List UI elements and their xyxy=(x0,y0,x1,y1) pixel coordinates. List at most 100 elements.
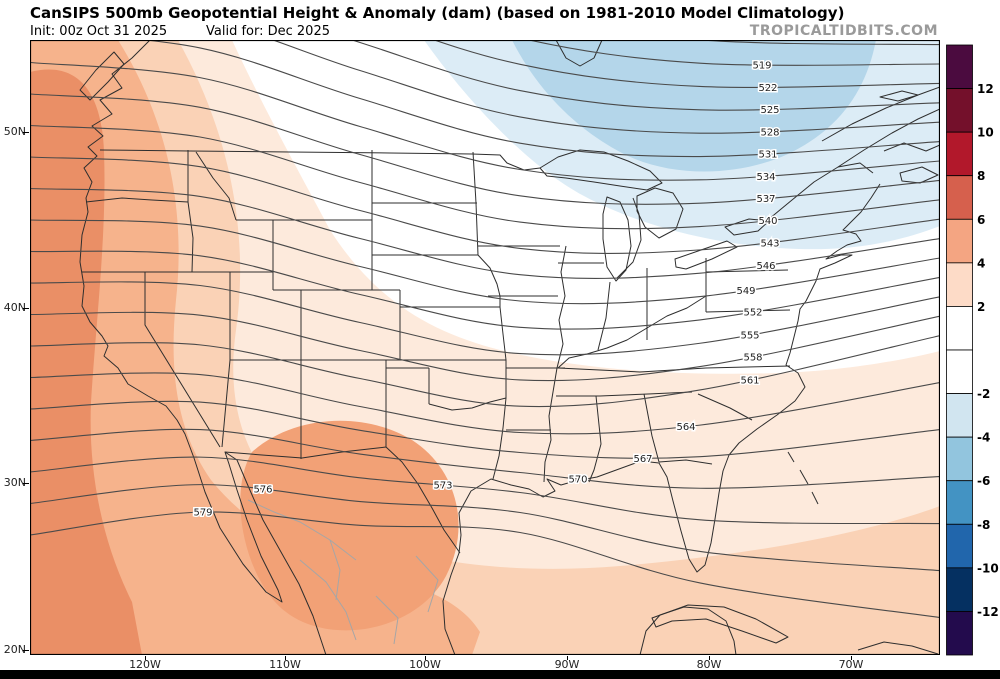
geo-border-light xyxy=(247,499,357,561)
contour-label-540: 540 xyxy=(758,216,777,227)
contour-line-516 xyxy=(695,40,940,46)
lon-tick-mark xyxy=(285,656,286,660)
geo-border xyxy=(857,641,939,655)
geo-border xyxy=(492,397,507,480)
contour-label-528: 528 xyxy=(760,127,779,138)
geo-border xyxy=(787,451,795,463)
contour-line-567 xyxy=(30,400,940,459)
anomaly-shade-region xyxy=(30,40,480,655)
colorbar-tick-10: 10 xyxy=(977,126,994,140)
contour-line-558 xyxy=(30,311,940,382)
geo-border xyxy=(616,197,642,279)
contour-label-522: 522 xyxy=(758,83,777,94)
geo-border xyxy=(499,306,507,361)
geo-border xyxy=(442,183,881,655)
geo-border xyxy=(602,196,632,282)
geo-border xyxy=(811,491,819,505)
colorbar-segment xyxy=(946,88,973,133)
colorbar-segment xyxy=(946,306,973,351)
geo-border xyxy=(651,604,789,644)
contour-label-579: 579 xyxy=(193,508,212,519)
watermark: TROPICALTIDBITS.COM xyxy=(749,23,938,39)
contour-line-519 xyxy=(526,40,940,66)
contour-line-540 xyxy=(30,124,940,230)
contour-line-546 xyxy=(30,187,940,279)
lon-tick-mark xyxy=(425,656,426,660)
colorbar-tick--2: -2 xyxy=(977,387,990,401)
contour-line-528 xyxy=(271,40,940,134)
geo-border xyxy=(475,202,479,256)
lat-tick-40N: 40N xyxy=(3,301,26,314)
geo-border xyxy=(724,218,770,236)
colorbar-tick-6: 6 xyxy=(977,213,985,227)
geo-border-light xyxy=(329,539,341,601)
contour-label-573: 573 xyxy=(433,481,452,492)
geo-border xyxy=(472,151,477,204)
colorbar-segment xyxy=(946,480,973,525)
colorbar-tick--12: -12 xyxy=(977,605,999,619)
geo-border xyxy=(639,606,737,655)
colorbar-segment xyxy=(946,393,973,438)
anomaly-shade-region xyxy=(240,420,459,631)
geo-border xyxy=(79,40,327,655)
contour-label-543: 543 xyxy=(760,238,779,249)
geo-border xyxy=(79,51,125,101)
anomaly-colorbar: 12 10 8 6 4 2 -2 -4 -6 -8 -10 -12 xyxy=(946,44,999,656)
lon-tick-90W: 90W xyxy=(554,658,580,671)
map-frame xyxy=(30,40,940,655)
colorbar-segment xyxy=(946,175,973,220)
contour-label-567: 567 xyxy=(633,454,652,465)
lat-tick-20N: 20N xyxy=(3,643,26,656)
anomaly-shade-region xyxy=(512,40,876,172)
contour-line-522 xyxy=(432,40,940,88)
colorbar-segment xyxy=(946,567,973,612)
colorbar-tick--6: -6 xyxy=(977,474,990,488)
geo-border xyxy=(597,281,611,351)
contour-line-537 xyxy=(30,93,940,205)
contour-label-546: 546 xyxy=(756,261,775,272)
bottom-bar xyxy=(0,670,1000,679)
lon-tick-mark xyxy=(567,656,568,660)
geo-border xyxy=(428,397,507,411)
colorbar-segment xyxy=(946,523,973,569)
geo-border xyxy=(99,149,541,171)
contour-label-570: 570 xyxy=(568,475,587,486)
contour-line-570 xyxy=(30,428,940,489)
geo-border xyxy=(674,240,738,270)
contour-line-564 xyxy=(30,372,940,435)
lon-tick-mark xyxy=(145,656,146,660)
lon-tick-120W: 120W xyxy=(129,658,161,671)
geo-border xyxy=(768,162,874,220)
geo-border xyxy=(221,359,231,448)
geo-border xyxy=(543,245,567,483)
geo-border xyxy=(697,393,753,421)
lat-tick-50N: 50N xyxy=(3,125,26,138)
contour-label-531: 531 xyxy=(758,150,777,161)
colorbar-tick-2: 2 xyxy=(977,300,985,314)
contour-label-519: 519 xyxy=(752,61,771,72)
contour-label-576: 576 xyxy=(253,485,272,496)
contour-line-549 xyxy=(30,219,940,305)
geo-border xyxy=(557,295,707,369)
geo-border xyxy=(705,309,791,313)
contour-label-561: 561 xyxy=(740,375,759,386)
contour-line-525 xyxy=(350,40,940,111)
contour-label-534: 534 xyxy=(756,172,775,183)
contour-line-579 xyxy=(30,511,940,619)
contour-label-555: 555 xyxy=(740,331,759,342)
geo-border xyxy=(556,391,693,397)
lon-tick-mark xyxy=(709,656,710,660)
contour-label-549: 549 xyxy=(736,286,755,297)
colorbar-segment xyxy=(946,611,973,656)
contour-label-537: 537 xyxy=(756,194,775,205)
contour-label-558: 558 xyxy=(743,352,762,363)
weather-map: 519 522 525 528 531 534 537 540 543 546 549 552 555 5… xyxy=(30,40,940,655)
colorbar-segment xyxy=(946,262,973,307)
geo-border xyxy=(144,272,221,448)
contour-line-543 xyxy=(30,156,940,255)
colorbar-segment xyxy=(946,349,973,394)
colorbar-segment xyxy=(946,131,973,177)
colorbar-tick-4: 4 xyxy=(977,256,985,270)
geo-border xyxy=(837,108,940,168)
